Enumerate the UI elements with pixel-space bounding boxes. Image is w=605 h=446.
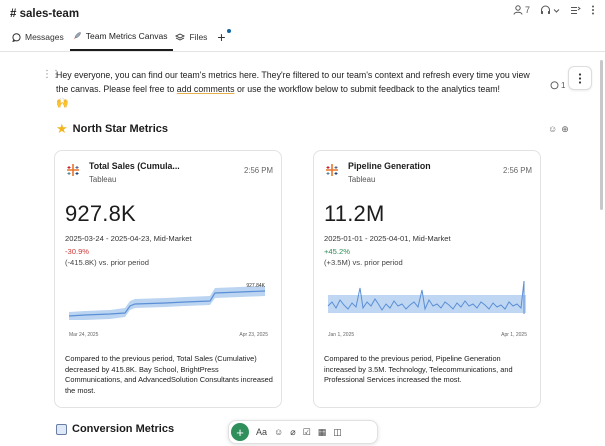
tab-messages[interactable]: Messages bbox=[10, 29, 70, 51]
section-conversion: Conversion Metrics bbox=[56, 423, 174, 435]
metric-value: 927.8K bbox=[65, 201, 136, 226]
channel-settings-button[interactable] bbox=[570, 6, 581, 15]
emoji-icon[interactable]: ☺ bbox=[274, 427, 284, 437]
more-options-button[interactable] bbox=[591, 5, 595, 15]
sparkline-line bbox=[68, 290, 266, 317]
vertical-dots-icon bbox=[592, 5, 594, 15]
tableau-logo-icon bbox=[67, 164, 79, 176]
raised-hands-emoji-icon: 🙌 bbox=[56, 98, 69, 109]
metric-date-range: 2025-03-24 - 2025-04-23, Mid-Market bbox=[65, 234, 192, 243]
header-actions: 7 bbox=[513, 5, 595, 15]
drag-handle-icon[interactable]: ⋮⋮ bbox=[42, 69, 61, 80]
card-timestamp: 2:56 PM bbox=[502, 166, 532, 175]
canvas-more-button[interactable] bbox=[568, 66, 592, 90]
huddle-button[interactable] bbox=[540, 5, 560, 15]
person-icon bbox=[513, 5, 523, 15]
filter-list-icon bbox=[571, 6, 581, 14]
message-bubble-icon bbox=[12, 32, 21, 42]
card-source: Tableau bbox=[348, 175, 376, 184]
x-axis-end-label: Apr 23, 2025 bbox=[239, 332, 268, 338]
vertical-scrollbar[interactable] bbox=[600, 60, 603, 210]
comment-indicator[interactable]: 1 bbox=[550, 81, 565, 90]
card-header: Pipeline Generation Tableau bbox=[324, 161, 431, 185]
sparkline-chart: 927.84K Mar 24, 2025 Apr 23, 2025 bbox=[68, 283, 268, 338]
tab-label: Team Metrics Canvas bbox=[85, 31, 168, 41]
tab-files[interactable]: Files bbox=[173, 29, 213, 51]
headphones-icon bbox=[541, 5, 550, 14]
checklist-icon[interactable]: ☑ bbox=[302, 426, 311, 437]
rocket-icon bbox=[73, 32, 81, 40]
x-axis-start-label: Mar 24, 2025 bbox=[69, 332, 99, 338]
metric-percent-change: +45.2% bbox=[324, 247, 350, 256]
metric-percent-change: -30.9% bbox=[65, 247, 90, 256]
plus-icon: + bbox=[217, 29, 226, 45]
card-header: Total Sales (Cumula... Tableau bbox=[65, 161, 180, 185]
text-format-button[interactable]: Aa bbox=[256, 427, 268, 437]
channel-tabs: Messages Team Metrics Canvas Files + bbox=[0, 28, 605, 52]
comment-icon bbox=[550, 81, 559, 90]
card-timestamp: 2:56 PM bbox=[243, 166, 273, 175]
add-comment-icon[interactable]: ⊕ bbox=[561, 124, 569, 134]
members-button[interactable]: 7 bbox=[513, 5, 530, 15]
canvas-insert-toolbar: + Aa ☺ ⌀ ☑ ▦ ◫ bbox=[228, 420, 378, 444]
metric-description: Compared to the previous period, Total S… bbox=[65, 354, 273, 395]
metric-card-pipeline-generation[interactable]: Pipeline Generation Tableau 2:56 PM 11.2… bbox=[313, 150, 541, 408]
channel-name[interactable]: # sales-team bbox=[10, 8, 80, 20]
metric-date-range: 2025-01-01 - 2025-04-01, Mid-Market bbox=[324, 234, 451, 243]
insert-plus-button[interactable]: + bbox=[231, 423, 249, 441]
x-axis-end-label: Apr 1, 2025 bbox=[501, 332, 527, 338]
metric-delta: (-415.8K) vs. prior period bbox=[65, 258, 149, 267]
chevron-down-icon bbox=[553, 8, 560, 13]
table-icon[interactable]: ▦ bbox=[317, 426, 327, 437]
canvas-intro-text: Hey everyone, you can find our team's me… bbox=[56, 68, 542, 111]
add-tab-button[interactable]: + bbox=[213, 29, 231, 51]
tab-team-metrics-canvas[interactable]: Team Metrics Canvas bbox=[69, 29, 174, 51]
x-axis-start-label: Jan 1, 2025 bbox=[328, 332, 354, 338]
intro-text-end: or use the workflow below to submit feed… bbox=[234, 84, 501, 94]
section-north-star: ★ North Star Metrics bbox=[56, 121, 168, 137]
metric-delta: (+3.5M) vs. prior period bbox=[324, 258, 403, 267]
layout-columns-icon[interactable]: ◫ bbox=[333, 426, 342, 437]
card-title: Pipeline Generation bbox=[348, 161, 431, 171]
intro-text-start: Hey everyone, you can find our team's me… bbox=[56, 70, 530, 94]
tableau-logo-icon bbox=[326, 164, 338, 176]
card-source: Tableau bbox=[89, 175, 117, 184]
add-reaction-icon[interactable]: ☺ bbox=[548, 124, 558, 134]
card-title: Total Sales (Cumula... bbox=[89, 161, 180, 171]
star-icon: ★ bbox=[56, 121, 68, 136]
tab-label: Files bbox=[189, 32, 208, 42]
section-actions: ☺ ⊕ bbox=[548, 124, 569, 135]
files-stack-icon bbox=[175, 32, 186, 41]
attach-icon[interactable]: ⌀ bbox=[290, 426, 296, 437]
chart-emoji-icon bbox=[56, 423, 67, 435]
comment-count: 1 bbox=[561, 81, 566, 90]
metric-value: 11.2M bbox=[324, 201, 385, 226]
canvas-body: ⋮⋮ Hey everyone, you can find our team's… bbox=[0, 53, 605, 446]
notification-dot bbox=[226, 29, 231, 33]
vertical-dots-icon bbox=[578, 72, 582, 84]
tab-label: Messages bbox=[25, 32, 64, 42]
section-title: Conversion Metrics bbox=[72, 423, 175, 435]
sparkline-end-label: 927.84K bbox=[246, 283, 265, 289]
channel-header: # sales-team 7 bbox=[0, 0, 605, 28]
section-title: North Star Metrics bbox=[72, 123, 169, 135]
metric-card-total-sales[interactable]: Total Sales (Cumula... Tableau 2:56 PM 9… bbox=[54, 150, 282, 408]
add-comments-link[interactable]: add comments bbox=[176, 84, 235, 94]
sparkline-chart: Jan 1, 2025 Apr 1, 2025 bbox=[327, 280, 527, 338]
members-count: 7 bbox=[524, 5, 530, 15]
sparkline-line bbox=[327, 280, 525, 314]
metric-description: Compared to the previous period, Pipelin… bbox=[324, 354, 513, 384]
